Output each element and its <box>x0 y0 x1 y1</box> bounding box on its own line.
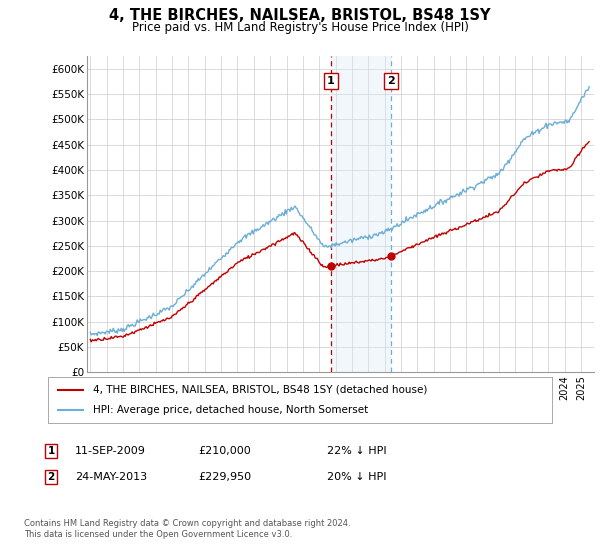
Text: 20% ↓ HPI: 20% ↓ HPI <box>327 472 386 482</box>
Bar <box>331 56 391 372</box>
Text: Contains HM Land Registry data © Crown copyright and database right 2024.
This d: Contains HM Land Registry data © Crown c… <box>24 520 350 539</box>
Text: 22% ↓ HPI: 22% ↓ HPI <box>327 446 386 456</box>
Text: £229,950: £229,950 <box>198 472 251 482</box>
Text: HPI: Average price, detached house, North Somerset: HPI: Average price, detached house, Nort… <box>94 405 368 415</box>
Text: 4, THE BIRCHES, NAILSEA, BRISTOL, BS48 1SY: 4, THE BIRCHES, NAILSEA, BRISTOL, BS48 1… <box>109 8 491 24</box>
Text: Price paid vs. HM Land Registry's House Price Index (HPI): Price paid vs. HM Land Registry's House … <box>131 21 469 34</box>
Text: £210,000: £210,000 <box>198 446 251 456</box>
Text: 2: 2 <box>387 76 395 86</box>
Text: 4, THE BIRCHES, NAILSEA, BRISTOL, BS48 1SY (detached house): 4, THE BIRCHES, NAILSEA, BRISTOL, BS48 1… <box>94 385 428 395</box>
Text: 11-SEP-2009: 11-SEP-2009 <box>75 446 146 456</box>
Text: 1: 1 <box>326 76 334 86</box>
Text: 2: 2 <box>47 472 55 482</box>
Text: 1: 1 <box>47 446 55 456</box>
Text: 24-MAY-2013: 24-MAY-2013 <box>75 472 147 482</box>
